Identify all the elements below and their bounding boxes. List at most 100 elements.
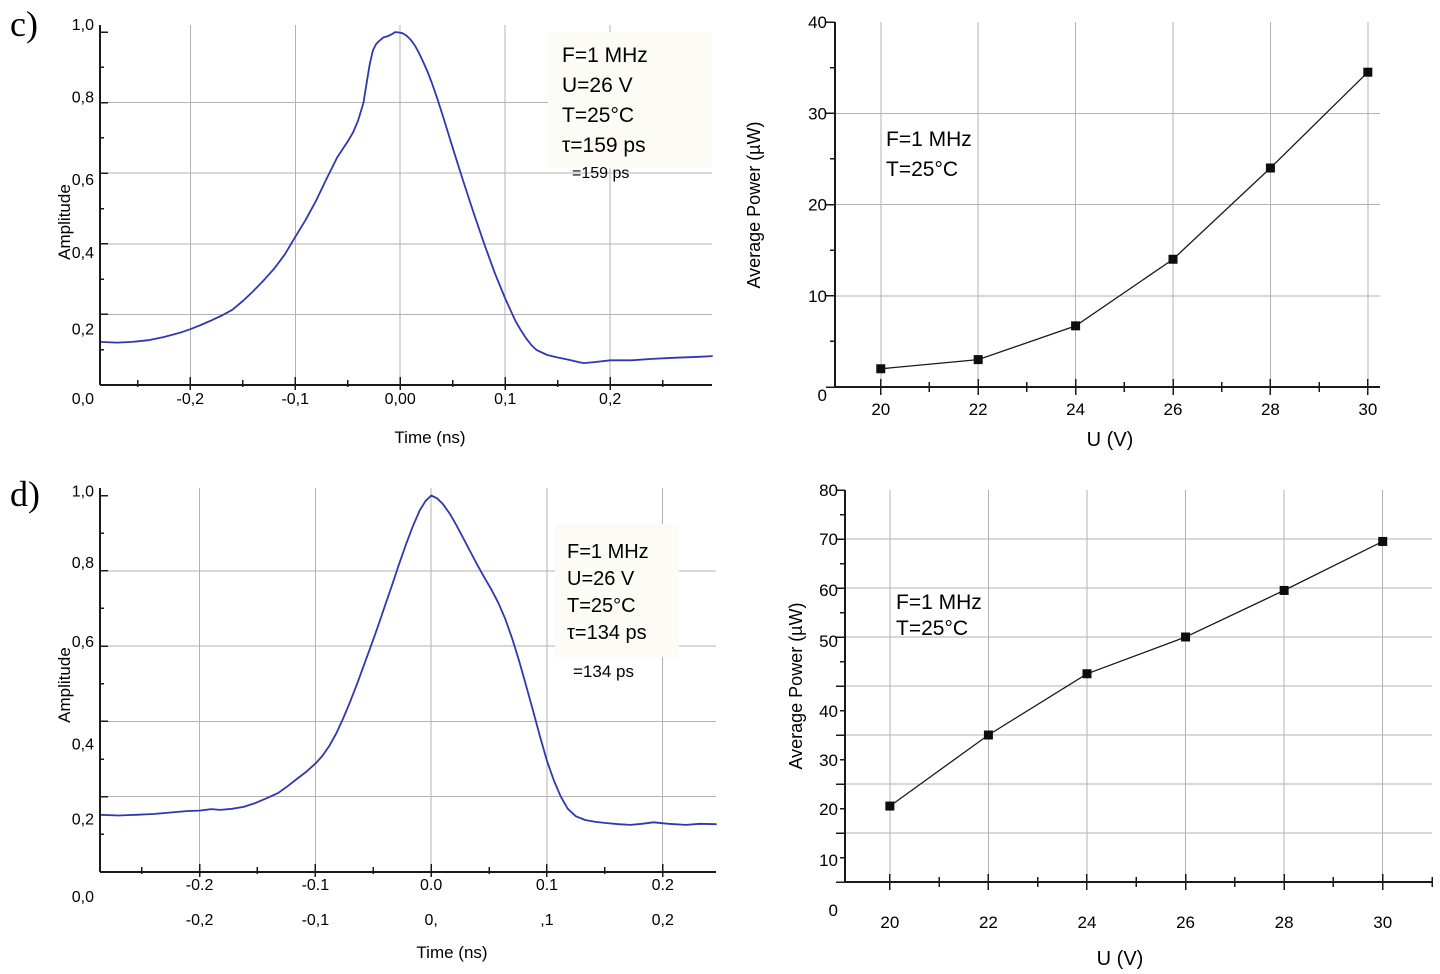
x-tick-label: 30 <box>1373 913 1392 932</box>
annotation-line: τ=159 ps <box>562 134 646 157</box>
y-tick-label: 1,0 <box>72 17 94 34</box>
y-tick-label: 80 <box>819 481 838 500</box>
y-tick-label: 0,4 <box>72 736 94 753</box>
panel-label-c: c) <box>10 4 38 44</box>
x-tick-label-row2: -0,2 <box>186 912 214 929</box>
ticks <box>100 494 664 877</box>
x-axis-title: U (V) <box>1087 429 1134 451</box>
x-tick-label: 28 <box>1275 913 1294 932</box>
chart-pulse-c: -0,2 -0,1 0,00 0,1 0,2 0,0 0,2 0,4 0,6 0,8 1,0 Time… <box>0 0 720 470</box>
power-bottom-plot: 20 22 24 26 28 30 0 10 20 30 40 50 60 70 80 U (V) Averag… <box>786 481 1433 970</box>
ticks <box>826 21 1369 395</box>
x-tick-label: 22 <box>979 913 998 932</box>
tick-labels: 20 22 24 26 28 30 0 10 20 30 40 <box>808 13 1377 419</box>
y-tick-label: 10 <box>819 851 838 870</box>
chart-average-power-bottom: 20 22 24 26 28 30 0 10 20 30 40 50 60 70 80 U (V) Averag… <box>720 470 1440 974</box>
x-tick-label: 26 <box>1176 913 1195 932</box>
y-axis-title: Average Power (µW) <box>786 602 806 769</box>
tick-labels: -0,2 -0,1 0,00 0,1 0,2 0,0 0,2 0,4 0,6 0,8 1,0 <box>72 17 622 408</box>
y-tick-label: 30 <box>819 751 838 770</box>
annotation-line: U=26 V <box>562 74 633 97</box>
x-axis-title: Time (ns) <box>416 943 487 962</box>
y-tick-label: 0,0 <box>72 889 94 906</box>
x-tick-label-row2: 0, <box>424 912 437 929</box>
y-tick-label: 40 <box>808 13 827 32</box>
axes <box>99 488 716 873</box>
annotation-extra: =134 ps <box>573 662 634 681</box>
x-axis-title: U (V) <box>1097 948 1144 970</box>
x-tick-label: 24 <box>1066 400 1085 419</box>
annotation-box <box>548 32 712 168</box>
y-tick-label: 0 <box>818 386 827 405</box>
x-tick-label: 30 <box>1358 400 1377 419</box>
x-tick-label: -0.1 <box>302 877 330 894</box>
x-tick-label: -0,1 <box>281 391 309 408</box>
data-point-marker <box>1363 67 1373 77</box>
data-point-marker <box>1082 669 1092 679</box>
annotation-line: T=25°C <box>896 617 968 640</box>
annotation-line: U=26 V <box>567 568 635 590</box>
x-tick-label-row2: 0,2 <box>652 912 674 929</box>
y-tick-label: 0,0 <box>72 391 94 408</box>
annotation-extra: =159 ps <box>572 165 629 182</box>
data-point-marker <box>1279 585 1289 595</box>
x-tick-label: 20 <box>880 913 899 932</box>
gridlines <box>845 490 1432 882</box>
pulse-curve <box>99 494 717 826</box>
gridlines <box>100 488 716 872</box>
y-axis-title: Amplitude <box>55 647 74 723</box>
data-line <box>880 71 1369 370</box>
data-point-marker <box>876 364 886 374</box>
annotation-box <box>555 524 679 657</box>
chart-average-power-top: 20 22 24 26 28 30 0 10 20 30 40 U (V) Average Power … <box>720 0 1440 470</box>
x-tick-label: -0,2 <box>176 391 204 408</box>
chart-pulse-d: -0.2 -0,2 -0.1 -0,1 0.0 0, 0.1 ,1 0.2 0,2 0,0 0,2 0,… <box>0 470 720 974</box>
x-tick-label: 24 <box>1078 913 1097 932</box>
series-group <box>876 67 1373 374</box>
y-tick-label: 0,8 <box>72 555 94 572</box>
x-tick-label: 20 <box>871 400 890 419</box>
y-tick-label: 1,0 <box>72 484 94 501</box>
x-tick-label: -0.2 <box>186 877 214 894</box>
x-tick-label: 22 <box>969 400 988 419</box>
annotation-line: T=25°C <box>562 104 634 127</box>
x-tick-label: 0.0 <box>420 877 442 894</box>
pulse-c-plot: -0,2 -0,1 0,00 0,1 0,2 0,0 0,2 0,4 0,6 0,8 1,0 Time… <box>55 17 713 447</box>
x-tick-label-row2: ,1 <box>540 912 553 929</box>
x-tick-label: 0.2 <box>652 877 674 894</box>
panel-label-d: d) <box>10 474 40 514</box>
x-tick-label-row2: -0,1 <box>302 912 330 929</box>
annotation-line: T=25°C <box>567 595 636 617</box>
ticks <box>100 31 664 390</box>
pulse-d-plot: -0.2 -0,2 -0.1 -0,1 0.0 0, 0.1 ,1 0.2 0,2 0,0 0,2 0,… <box>55 484 717 962</box>
y-tick-label: 40 <box>819 702 838 721</box>
data-point-marker <box>1378 536 1388 546</box>
tick-labels: 20 22 24 26 28 30 0 10 20 30 40 50 60 70 80 <box>819 481 1392 932</box>
y-tick-label: 20 <box>819 800 838 819</box>
y-tick-label: 0,4 <box>72 245 94 262</box>
y-axis-title: Average Power (µW) <box>744 121 764 288</box>
data-point-marker <box>1265 163 1275 173</box>
data-point-marker <box>885 801 895 811</box>
y-tick-label: 20 <box>808 196 827 215</box>
y-tick-label: 0,2 <box>72 812 94 829</box>
y-tick-label: 0,8 <box>72 90 94 107</box>
annotation-line: F=1 MHz <box>562 44 648 67</box>
pulse-curve <box>99 31 713 364</box>
y-tick-label: 50 <box>819 632 838 651</box>
y-tick-label: 70 <box>819 530 838 549</box>
x-tick-label: 0.1 <box>536 877 558 894</box>
data-line <box>889 540 1383 807</box>
annotation-line: T=25°C <box>886 158 958 181</box>
ticks <box>836 489 1433 890</box>
series-group <box>885 536 1388 811</box>
y-tick-label: 0,6 <box>72 634 94 651</box>
data-point-marker <box>1071 321 1081 331</box>
series-group <box>99 31 713 364</box>
y-tick-label: 0,2 <box>72 321 94 338</box>
x-tick-label: 0,2 <box>599 391 621 408</box>
tick-labels: -0.2 -0,2 -0.1 -0,1 0.0 0, 0.1 ,1 0.2 0,2 0,0 0,2 0,… <box>72 484 674 929</box>
series-group <box>99 494 717 826</box>
annotation-line: τ=134 ps <box>567 622 647 644</box>
